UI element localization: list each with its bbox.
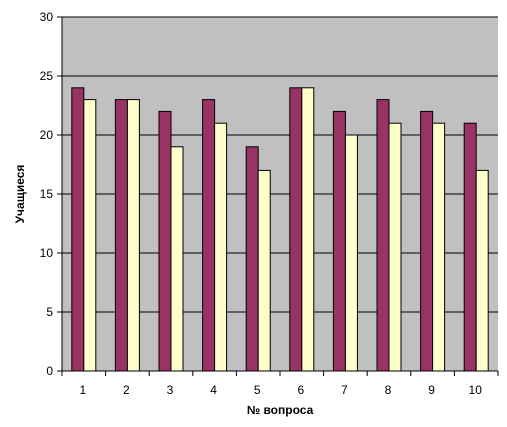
y-tick-label: 20 bbox=[40, 128, 54, 142]
x-tick-label: 5 bbox=[254, 383, 261, 397]
y-axis-title: Учащиеся bbox=[13, 165, 27, 224]
bar-series1-q9 bbox=[420, 110, 434, 372]
bar-series1-q8 bbox=[376, 99, 390, 372]
y-tick-label: 15 bbox=[40, 187, 54, 201]
y-tick-label: 0 bbox=[46, 364, 53, 378]
bar-series2-q1 bbox=[83, 99, 97, 372]
bar-series1-q3 bbox=[158, 110, 172, 372]
bar-series2-q3 bbox=[170, 146, 184, 372]
bar-series1-q7 bbox=[332, 110, 346, 372]
bar-series1-q1 bbox=[71, 87, 85, 372]
bar-series2-q4 bbox=[214, 122, 228, 372]
bar-series2-q8 bbox=[388, 122, 402, 372]
bar-series2-q2 bbox=[126, 99, 140, 372]
bar-series1-q10 bbox=[463, 122, 477, 372]
x-tick-label: 9 bbox=[428, 383, 435, 397]
bar-series2-q10 bbox=[475, 169, 489, 372]
bar-series1-q4 bbox=[202, 99, 216, 372]
y-axis-ticks: 0 5 10 15 20 25 30 bbox=[40, 10, 62, 378]
bar-series1-q6 bbox=[289, 87, 303, 372]
x-axis-ticks: 1 2 3 4 5 6 7 8 9 10 bbox=[61, 371, 499, 397]
bar-series1-q5 bbox=[245, 146, 259, 372]
bar-series2-q5 bbox=[257, 169, 271, 372]
x-tick-label: 4 bbox=[210, 383, 217, 397]
bar-series2-q9 bbox=[432, 122, 446, 372]
x-tick-label: 10 bbox=[469, 383, 483, 397]
y-tick-label: 25 bbox=[40, 69, 54, 83]
y-tick-label: 10 bbox=[40, 246, 54, 260]
bars bbox=[71, 87, 489, 372]
bar-series2-q6 bbox=[301, 87, 315, 372]
bar-series1-q2 bbox=[114, 99, 128, 372]
x-tick-label: 7 bbox=[341, 383, 348, 397]
x-tick-label: 8 bbox=[385, 383, 392, 397]
x-tick-label: 2 bbox=[123, 383, 130, 397]
x-tick-label: 1 bbox=[79, 383, 86, 397]
bar-series2-q7 bbox=[344, 134, 358, 372]
y-tick-label: 5 bbox=[46, 305, 53, 319]
x-axis-title: № вопроса bbox=[247, 403, 314, 417]
x-tick-label: 6 bbox=[297, 383, 304, 397]
y-tick-label: 30 bbox=[40, 10, 54, 24]
x-tick-label: 3 bbox=[167, 383, 174, 397]
